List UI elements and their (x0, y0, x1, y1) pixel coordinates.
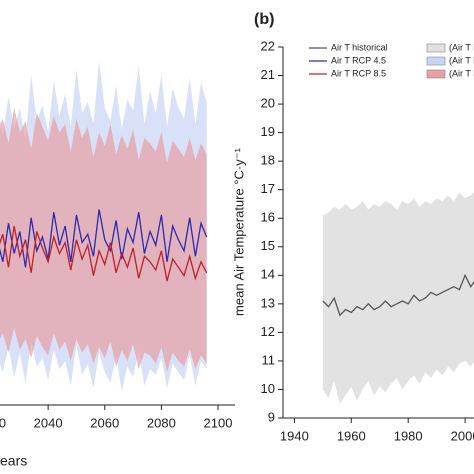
band (322, 192, 474, 404)
y-tick-label: 21 (261, 67, 275, 82)
legend-label: (Air T Hist s (449, 42, 474, 52)
x-tick-label: 1940 (280, 428, 309, 443)
x-tick-label: 2080 (147, 415, 176, 430)
x-tick-label: 1960 (337, 428, 366, 443)
x-tick-label: 2060 (90, 415, 119, 430)
legend-swatch (426, 43, 446, 53)
y-tick-label: 10 (261, 381, 275, 396)
y-tick-label: 11 (262, 352, 276, 367)
legend-label: Air T historical (331, 42, 388, 52)
legend-swatch (426, 56, 446, 66)
y-tick-label: 9 (268, 409, 275, 424)
legend-label: Air T RCP 8.5 (331, 68, 386, 78)
y-tick-label: 13 (261, 295, 275, 310)
y-tick-label: 14 (261, 267, 275, 282)
plot: 1940 1960 1980 2000 9 10 11 12 13 14 15 16 17 18 19 20 2… (261, 38, 474, 443)
x-axis-label: ears (0, 453, 27, 469)
y-axis-label: mean Air Temperature °C·y⁻¹ (231, 147, 246, 316)
line (0, 209, 208, 268)
legend-label: (Air T RCP (449, 55, 474, 65)
y-tick-label: 20 (261, 96, 275, 111)
y-tick-label: 17 (261, 181, 275, 196)
x-tick-label: 2100 (204, 415, 233, 430)
y-tick-label: 12 (261, 324, 275, 339)
legend-label: Air T RCP 4.5 (331, 55, 386, 65)
band (0, 107, 207, 372)
y-tick-label: 22 (261, 38, 275, 53)
y-tick-label: 16 (261, 210, 275, 225)
panel-label: (b) (254, 11, 274, 28)
x-tick-label: 1980 (394, 428, 423, 443)
y-tick-label: 15 (261, 238, 275, 253)
line (0, 225, 208, 282)
line (322, 273, 474, 317)
legend-label: (Air T RCP (449, 68, 474, 78)
x-tick-label: 2020 (0, 415, 6, 430)
x-tick-label: 2040 (34, 415, 63, 430)
y-tick-label: 19 (261, 124, 275, 139)
legend-swatch (426, 69, 446, 79)
y-tick-label: 18 (261, 153, 275, 168)
plot: 2020 2040 2060 2080 2100 (0, 60, 235, 430)
x-tick-label: 2000 (451, 428, 474, 443)
